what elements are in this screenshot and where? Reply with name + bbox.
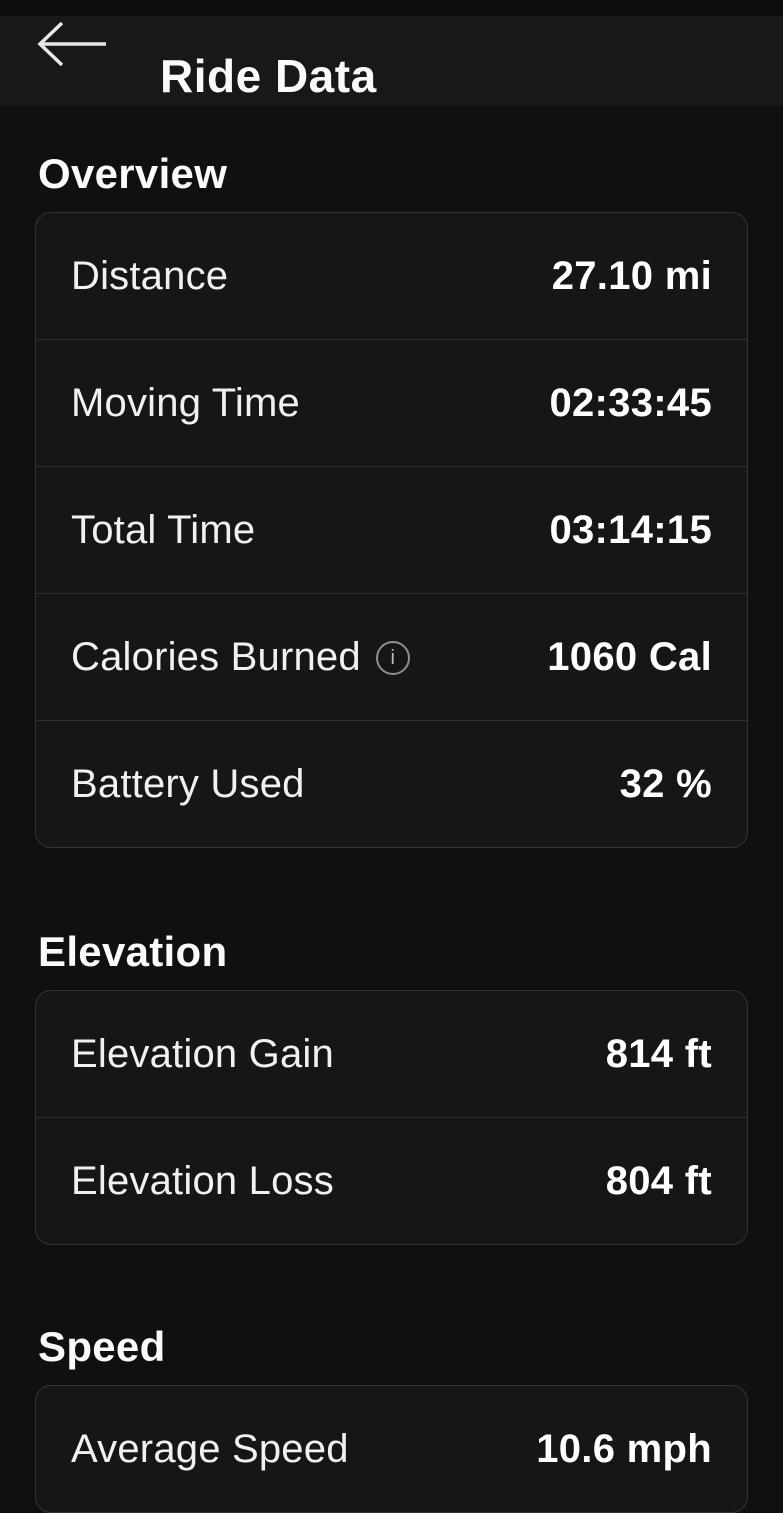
row-value: 03:14:15	[549, 507, 712, 552]
row-battery-used: Battery Used 32 %	[36, 720, 747, 847]
row-distance: Distance 27.10 mi	[36, 213, 747, 339]
row-total-time: Total Time 03:14:15	[36, 466, 747, 593]
page-title: Ride Data	[160, 49, 377, 102]
row-value: 10.6 mph	[536, 1426, 712, 1471]
row-average-speed: Average Speed 10.6 mph	[36, 1386, 747, 1512]
section-title-elevation: Elevation	[38, 928, 228, 975]
row-calories-burned: Calories Burned i 1060 Cal	[36, 593, 747, 720]
row-value: 804 ft	[605, 1158, 712, 1203]
speed-card: Average Speed 10.6 mph	[35, 1385, 748, 1513]
row-value: 32 %	[619, 761, 712, 806]
section-elevation: Elevation Elevation Gain 814 ft Elevatio…	[35, 928, 748, 1245]
back-button[interactable]	[36, 16, 116, 74]
row-label: Moving Time	[71, 380, 300, 425]
elevation-card: Elevation Gain 814 ft Elevation Loss 804…	[35, 990, 748, 1245]
row-value: 02:33:45	[549, 380, 712, 425]
row-value: 814 ft	[605, 1031, 712, 1076]
row-value: 27.10 mi	[551, 253, 712, 298]
row-elevation-gain: Elevation Gain 814 ft	[36, 991, 747, 1117]
section-title-speed: Speed	[38, 1323, 166, 1370]
back-arrow-icon	[36, 21, 110, 70]
row-label: Average Speed	[71, 1426, 349, 1471]
row-label: Elevation Loss	[71, 1158, 334, 1203]
status-strip	[0, 0, 783, 16]
info-icon[interactable]: i	[375, 641, 410, 675]
app-header: Ride Data	[0, 0, 783, 106]
row-label: Elevation Gain	[71, 1031, 334, 1076]
section-speed: Speed Average Speed 10.6 mph	[35, 1323, 748, 1513]
row-label: Calories Burned i	[71, 635, 410, 680]
section-overview: Overview Distance 27.10 mi Moving Time 0…	[35, 150, 748, 848]
row-label: Distance	[71, 253, 229, 298]
section-title-overview: Overview	[38, 150, 228, 197]
row-elevation-loss: Elevation Loss 804 ft	[36, 1117, 747, 1244]
row-value: 1060 Cal	[547, 634, 712, 679]
row-label-text: Calories Burned	[71, 634, 361, 679]
overview-card: Distance 27.10 mi Moving Time 02:33:45 T…	[35, 212, 748, 848]
row-moving-time: Moving Time 02:33:45	[36, 339, 747, 466]
row-label: Total Time	[71, 507, 256, 552]
content: Overview Distance 27.10 mi Moving Time 0…	[0, 150, 783, 1513]
row-label: Battery Used	[71, 761, 305, 806]
